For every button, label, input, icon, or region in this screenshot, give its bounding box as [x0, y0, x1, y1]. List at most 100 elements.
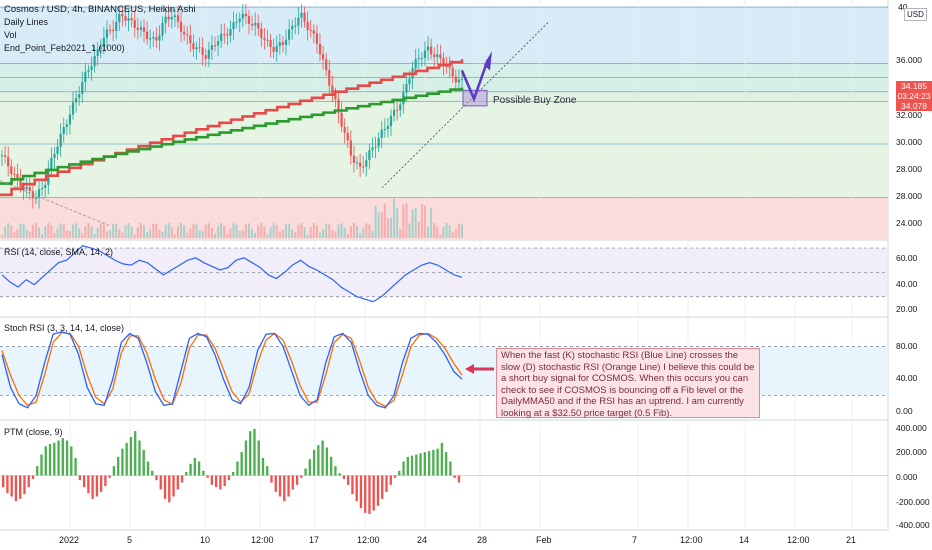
ptm-bar — [398, 470, 401, 476]
ptm-bar — [444, 452, 448, 476]
buy-zone-label: Possible Buy Zone — [493, 95, 577, 106]
volume-bar — [115, 223, 118, 238]
candle-body — [275, 45, 278, 52]
candle-body — [41, 187, 44, 190]
time-tick: 24 — [417, 535, 428, 545]
candle-body — [81, 82, 84, 95]
volume-bar — [436, 226, 439, 238]
volume-bar — [442, 227, 445, 238]
volume-bar — [257, 225, 260, 238]
indicator-daily-lines: Daily Lines — [4, 17, 49, 27]
moving-average-red — [0, 59, 464, 197]
time-tick: 12:00 — [680, 535, 703, 545]
ptm-bar — [202, 470, 205, 476]
volume-bar — [303, 227, 306, 238]
volume-bar — [278, 231, 281, 238]
candle-body — [294, 25, 297, 27]
candle-body — [359, 162, 362, 167]
volume-bar — [427, 226, 430, 238]
candle-body — [183, 31, 186, 35]
volume-bar — [59, 223, 62, 238]
candle-body — [318, 43, 322, 55]
volume-bar — [220, 223, 223, 238]
volume-bar — [90, 226, 93, 238]
ptm-bar — [449, 461, 452, 476]
candle-body — [346, 132, 349, 141]
volume-bar — [272, 223, 275, 238]
ptm-bar — [325, 447, 329, 476]
candle-body — [223, 33, 226, 35]
volume-bar — [133, 234, 136, 238]
volume-bar — [22, 223, 25, 238]
candle-body — [226, 34, 229, 36]
candle-body — [343, 126, 346, 133]
candle-body — [164, 16, 167, 23]
candle-body — [439, 54, 442, 59]
price-tick: 36.000 — [896, 55, 922, 65]
volume-bar — [204, 224, 207, 238]
candle-body — [454, 76, 457, 83]
volume-bar — [62, 224, 65, 238]
candle-body — [198, 47, 201, 49]
candle-body — [420, 57, 423, 59]
volume-bar — [414, 207, 417, 238]
candle-body — [331, 85, 334, 94]
volume-bar — [192, 223, 195, 238]
candle-body — [96, 49, 99, 56]
candle-body — [62, 126, 65, 134]
volume-bar — [281, 229, 284, 238]
price-tick: 32.000 — [896, 110, 922, 120]
ptm-bar — [112, 466, 116, 476]
volume-bar — [72, 224, 75, 238]
currency-badge[interactable]: USD — [904, 8, 927, 21]
ptm-bar — [304, 468, 307, 476]
price-tick: 28.000 — [896, 164, 922, 174]
ptm-bar — [423, 452, 427, 476]
volume-bar — [124, 225, 127, 238]
candle-body — [457, 79, 461, 83]
candle-body — [65, 124, 68, 127]
volume-bar — [229, 228, 232, 238]
volume-bar — [16, 229, 19, 238]
ptm-tick: -200.000 — [896, 497, 930, 507]
candle-body — [105, 29, 109, 38]
volume-bar — [31, 224, 34, 238]
ptm-bar — [410, 455, 414, 476]
candle-body — [272, 46, 275, 52]
candle-body — [170, 16, 173, 20]
volume-bar — [232, 223, 235, 238]
ptm-bar — [31, 475, 35, 479]
candle-body — [201, 47, 204, 56]
volume-bar — [127, 223, 130, 238]
volume-bar — [87, 223, 90, 238]
candle-body — [389, 115, 393, 126]
indicator-vol: Vol — [4, 30, 17, 40]
candle-body — [349, 140, 352, 156]
volume-bar — [167, 223, 170, 238]
candle-body — [396, 109, 399, 111]
volume-bar — [139, 223, 142, 238]
ptm-bar — [406, 456, 409, 476]
candle-body — [50, 157, 53, 170]
candle-body — [442, 58, 445, 66]
volume-bar — [28, 231, 31, 238]
ptm-bar — [283, 475, 286, 502]
volume-bar — [294, 232, 297, 238]
candle-body — [136, 27, 139, 30]
volume-bar — [430, 207, 433, 238]
volume-bar — [198, 230, 201, 238]
volume-bar — [164, 224, 167, 238]
stoch-tick: 40.00 — [896, 373, 918, 383]
candle-body — [241, 13, 244, 19]
volume-bar — [368, 224, 371, 238]
volume-bar — [371, 230, 374, 238]
time-tick: 12:00 — [787, 535, 810, 545]
candle-body — [149, 38, 152, 40]
candle-body — [74, 98, 78, 103]
candle-body — [297, 17, 300, 26]
candle-body — [102, 37, 105, 47]
ptm-tick: -400.000 — [896, 520, 930, 530]
candle-body — [417, 58, 420, 60]
candle-body — [238, 18, 241, 22]
volume-bar — [260, 223, 263, 238]
